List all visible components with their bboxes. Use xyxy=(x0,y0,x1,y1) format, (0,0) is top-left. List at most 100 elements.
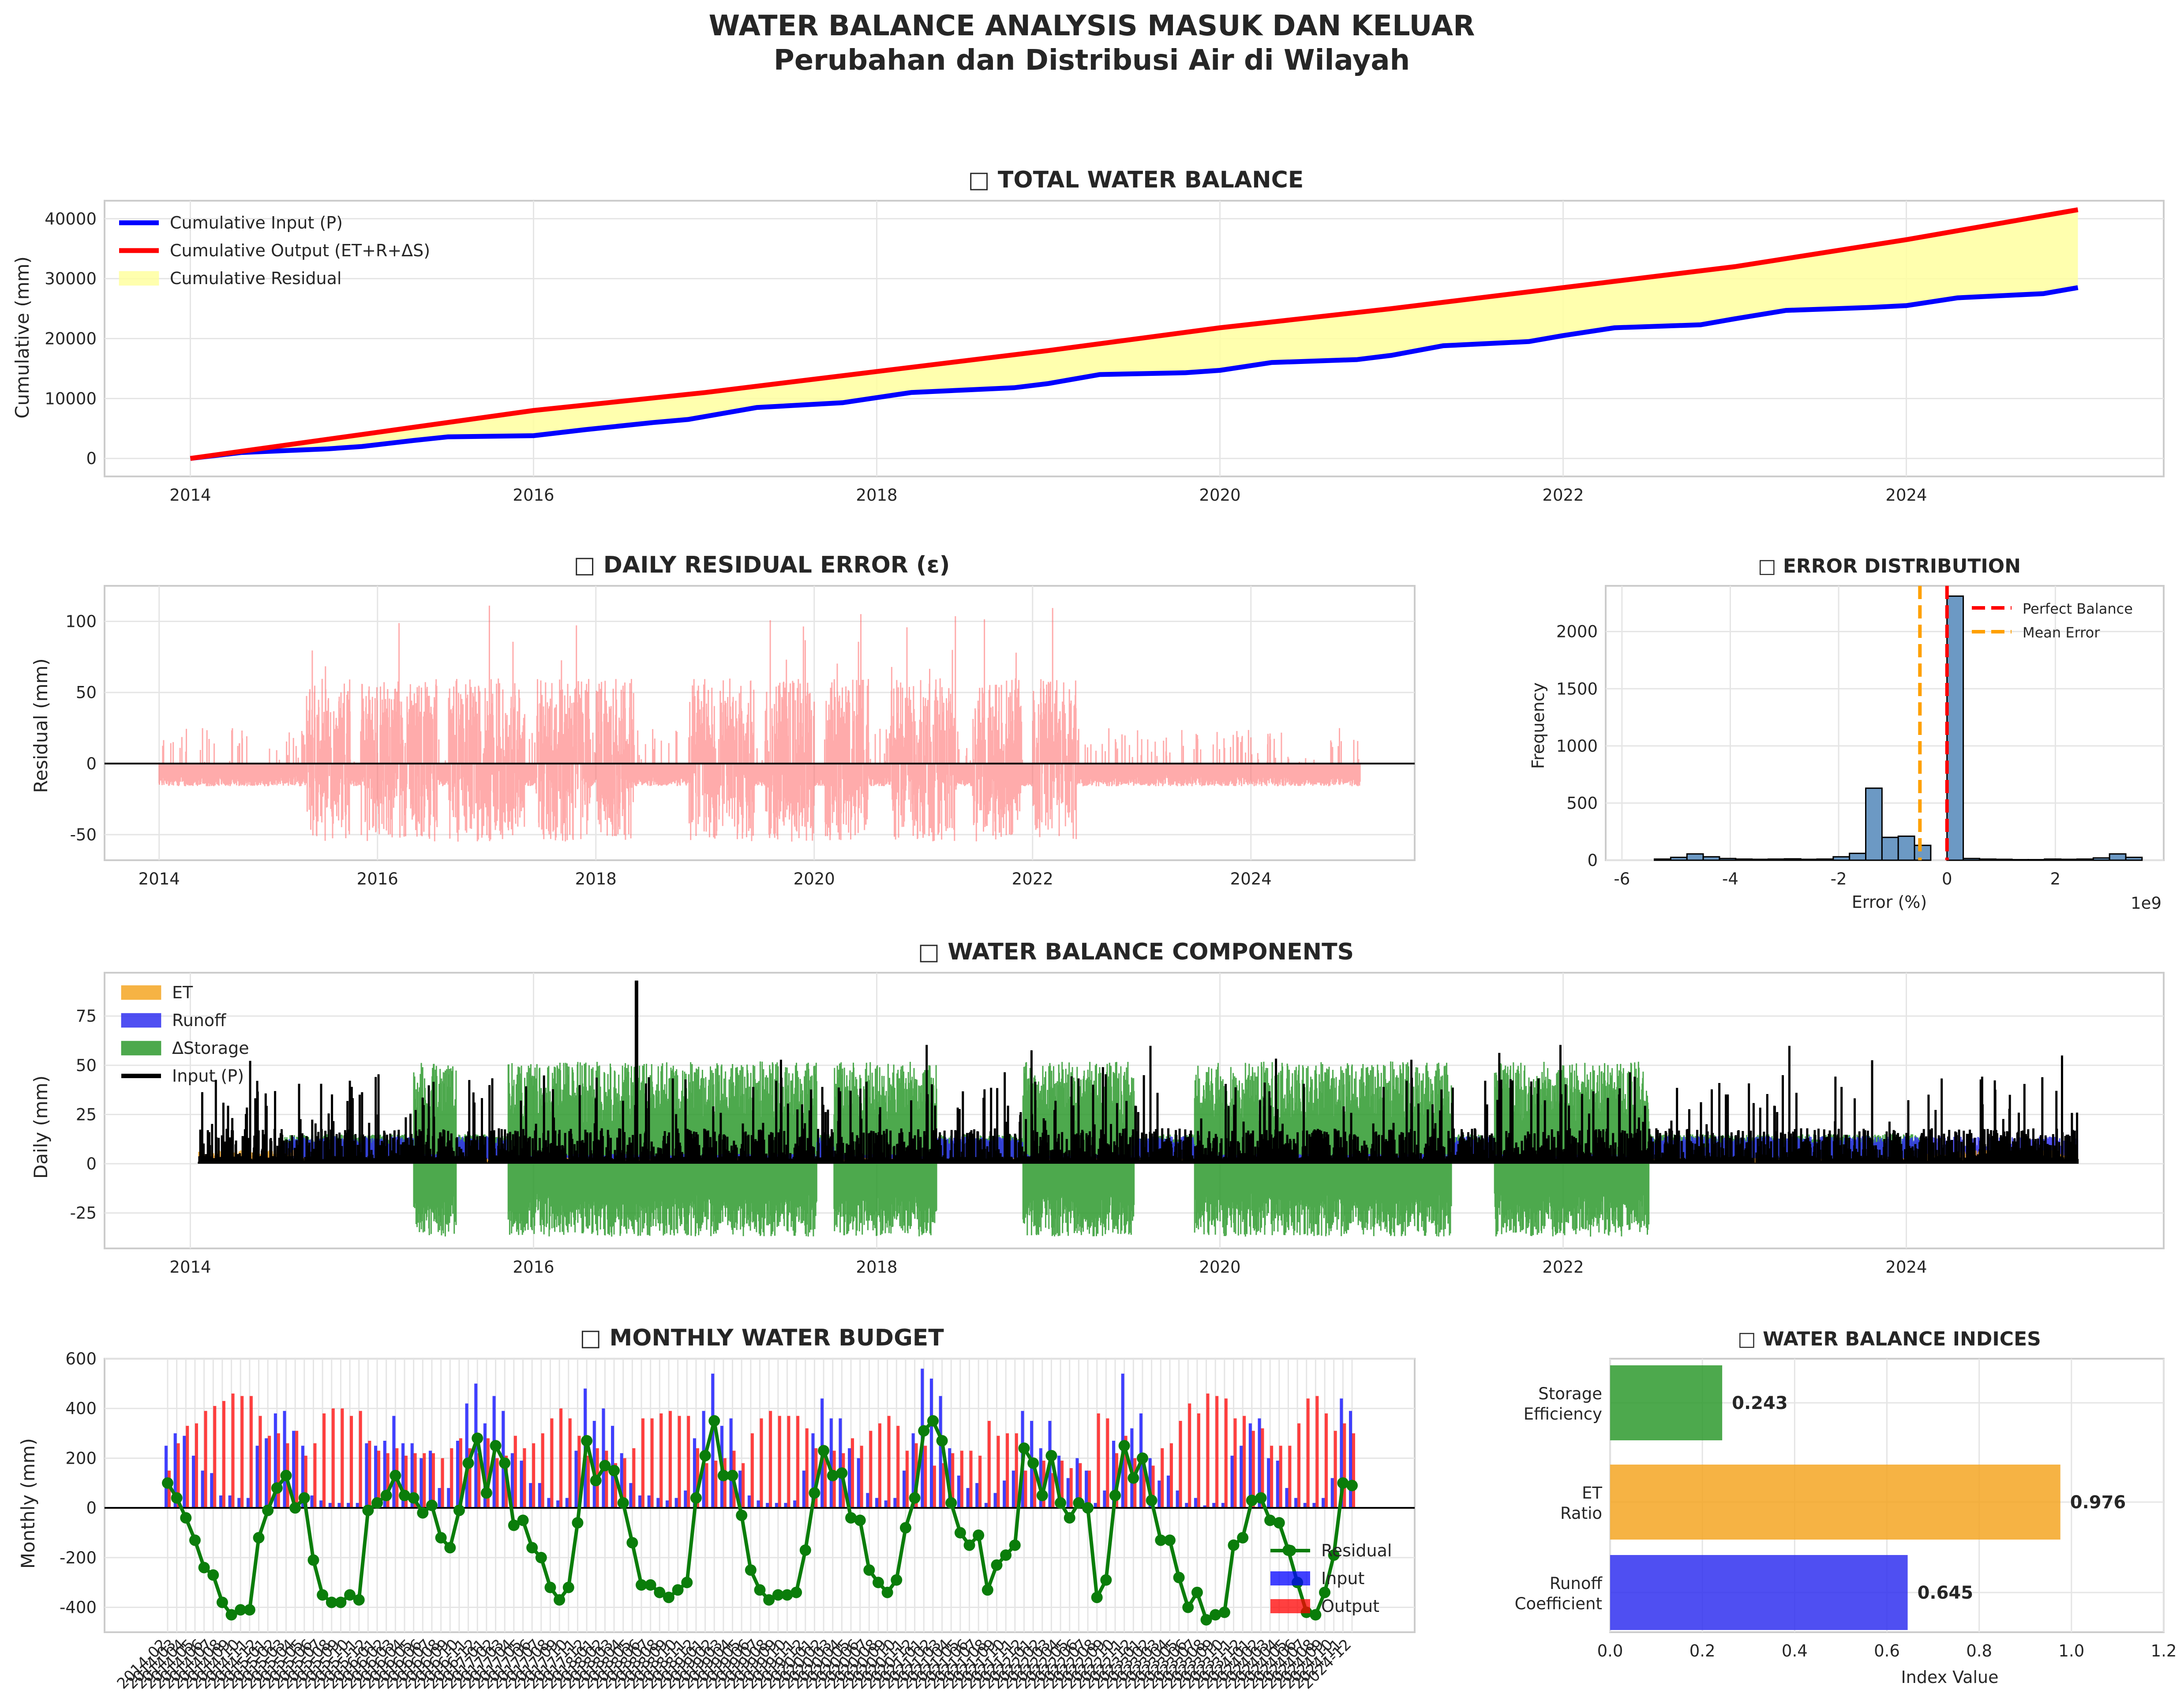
monthly-residual-marker xyxy=(462,1457,474,1469)
monthly-input-bar xyxy=(948,1448,952,1508)
monthly-input-bar xyxy=(993,1493,997,1508)
monthly-residual-marker xyxy=(873,1577,884,1589)
index-bar xyxy=(1610,1365,1723,1440)
index-category-label: Coefficient xyxy=(1515,1594,1602,1613)
monthly-input-bar xyxy=(556,1500,560,1508)
monthly-input-bar xyxy=(747,1495,751,1508)
monthly-residual-marker xyxy=(1146,1495,1158,1506)
monthly-input-bar xyxy=(210,1473,214,1508)
monthly-y-tick-label: 400 xyxy=(65,1399,97,1418)
monthly-residual-marker xyxy=(399,1490,410,1501)
residual-y-tick-label: -50 xyxy=(70,825,97,844)
monthly-output-bar xyxy=(541,1433,544,1508)
error-histogram-bar xyxy=(2092,857,2110,861)
monthly-residual-marker xyxy=(326,1596,337,1608)
monthly-residual-marker xyxy=(1182,1601,1194,1613)
monthly-residual-marker xyxy=(1064,1512,1075,1524)
monthly-output-bar xyxy=(341,1408,344,1508)
monthly-output-bar xyxy=(769,1411,772,1508)
error-distribution-title: □ ERROR DISTRIBUTION xyxy=(1758,555,2021,577)
monthly-input-bar xyxy=(1330,1478,1334,1508)
monthly-output-bar xyxy=(678,1416,681,1508)
components-y-tick-label: 75 xyxy=(76,1007,97,1026)
indices-x-tick-label: 0.2 xyxy=(1690,1641,1716,1660)
monthly-output-bar xyxy=(924,1446,927,1508)
monthly-output-bar xyxy=(778,1416,781,1508)
total-y-tick-label: 30000 xyxy=(45,270,97,289)
monthly-input-bar xyxy=(1075,1458,1079,1508)
monthly-input-bar xyxy=(246,1498,250,1508)
error-histogram-bar xyxy=(2076,858,2094,861)
monthly-input-bar xyxy=(1258,1418,1261,1508)
monthly-residual-marker xyxy=(608,1465,620,1476)
monthly-residual-marker xyxy=(863,1564,875,1576)
index-category-label: Ratio xyxy=(1560,1504,1602,1523)
monthly-output-bar xyxy=(796,1416,800,1508)
monthly-residual-marker xyxy=(1328,1549,1340,1561)
monthly-residual-marker xyxy=(745,1564,757,1576)
monthly-input-bar xyxy=(1248,1423,1252,1508)
monthly-output-bar xyxy=(1051,1473,1055,1508)
monthly-residual-marker xyxy=(1036,1490,1048,1501)
monthly-output-bar xyxy=(933,1465,936,1508)
monthly-residual-marker xyxy=(472,1432,483,1444)
monthly-residual-marker xyxy=(453,1504,465,1516)
monthly-y-tick-label: 600 xyxy=(65,1349,97,1368)
residual-x-tick-label: 2018 xyxy=(575,869,617,888)
monthly-residual-marker xyxy=(435,1532,447,1544)
error-histogram-bar xyxy=(1751,858,1769,861)
monthly-residual-marker xyxy=(1228,1539,1240,1551)
monthly-input-bar xyxy=(255,1446,259,1508)
indices-x-tick-label: 1.2 xyxy=(2151,1641,2177,1660)
error-x-tick-label: -6 xyxy=(1614,869,1630,888)
monthly-residual-marker xyxy=(1346,1480,1358,1491)
monthly-output-bar xyxy=(987,1420,991,1508)
monthly-output-bar xyxy=(495,1458,499,1508)
monthly-output-bar xyxy=(641,1418,644,1508)
monthly-output-bar xyxy=(423,1453,426,1508)
monthly-output-bar xyxy=(605,1450,608,1508)
cumulative-residual-legend-label: Cumulative Residual xyxy=(170,269,341,288)
monthly-input-bar xyxy=(1212,1503,1216,1508)
error-histogram-bar xyxy=(1946,595,1964,861)
monthly-output-bar xyxy=(1279,1446,1282,1508)
monthly-input-bar xyxy=(629,1483,633,1508)
monthly-output-bar xyxy=(1233,1418,1237,1508)
error-histogram-bar xyxy=(1767,858,1785,861)
error-histogram-bar xyxy=(1832,856,1851,861)
monthly-residual-marker xyxy=(1091,1592,1103,1604)
monthly-input-bar xyxy=(592,1420,596,1508)
monthly-input-bar xyxy=(1185,1503,1188,1508)
monthly-residual-marker xyxy=(362,1504,374,1516)
runoff-legend-label: Runoff xyxy=(172,1011,226,1030)
monthly-input-bar xyxy=(1294,1498,1298,1508)
monthly-output-bar xyxy=(905,1450,909,1508)
monthly-input-bar xyxy=(638,1495,641,1508)
monthly-residual-marker xyxy=(626,1537,638,1549)
monthly-input-bar xyxy=(410,1443,414,1508)
total-x-tick-label: 2016 xyxy=(513,486,554,505)
monthly-residual-marker xyxy=(663,1592,674,1604)
monthly-input-bar xyxy=(839,1418,842,1508)
monthly-residual-marker xyxy=(809,1487,820,1499)
monthly-output-bar xyxy=(1124,1435,1128,1508)
monthly-input-bar xyxy=(392,1416,396,1508)
monthly-output-bar xyxy=(1243,1416,1246,1508)
monthly-output-bar xyxy=(331,1408,335,1508)
monthly-output-bar xyxy=(1106,1418,1109,1508)
monthly-input-bar xyxy=(738,1470,742,1508)
monthly-output-bar xyxy=(1088,1470,1091,1508)
monthly-output-bar xyxy=(1206,1393,1210,1508)
monthly-output-bar xyxy=(623,1458,626,1508)
monthly-input-bar xyxy=(975,1483,979,1508)
monthly-residual-marker xyxy=(390,1469,401,1481)
monthly-input-bar xyxy=(966,1488,970,1508)
monthly-input-bar xyxy=(766,1503,769,1508)
monthly-output-bar xyxy=(377,1450,381,1508)
figure-subtitle: Perubahan dan Distribusi Air di Wilayah xyxy=(774,44,1410,77)
monthly-input-bar xyxy=(1312,1503,1316,1508)
monthly-residual-marker xyxy=(1173,1572,1185,1583)
monthly-residual-marker xyxy=(1128,1472,1139,1484)
monthly-input-bar xyxy=(1221,1503,1225,1508)
monthly-output-bar xyxy=(714,1461,718,1508)
